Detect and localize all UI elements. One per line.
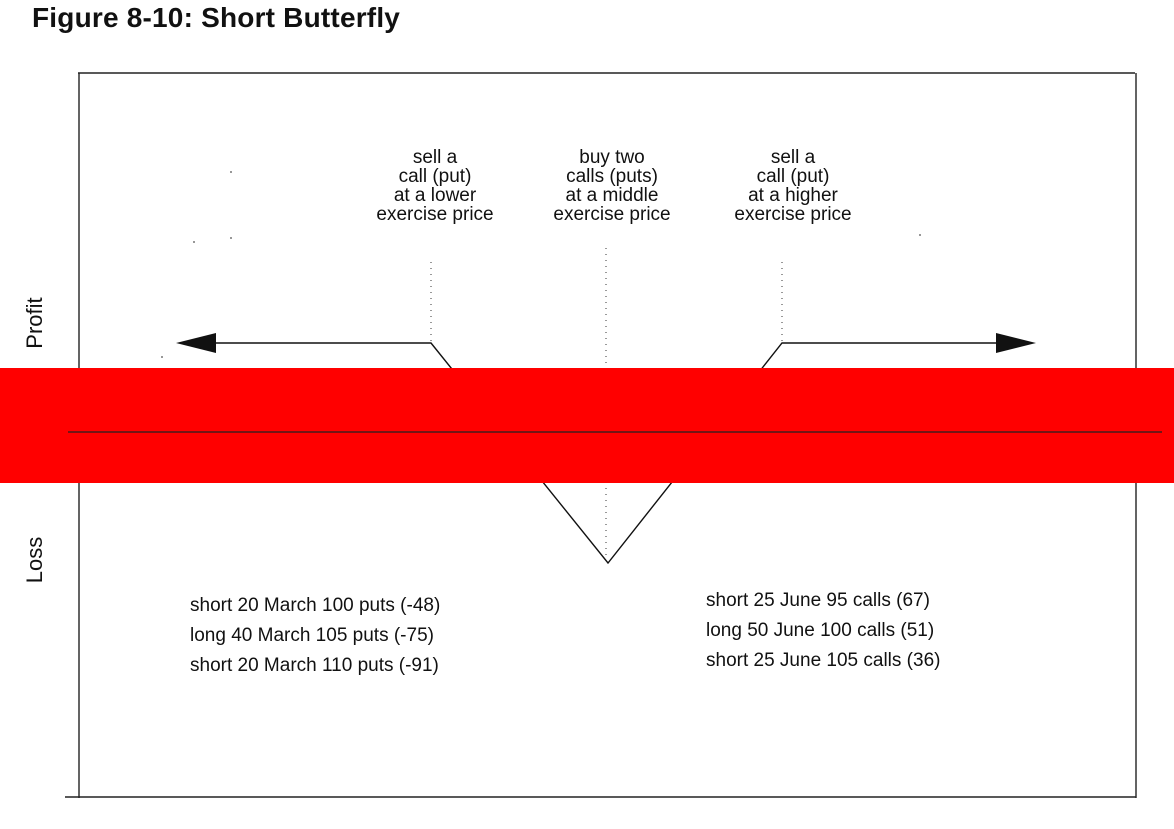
annotation-middle-strike: buy two calls (puts) at a middle exercis… [527, 148, 697, 224]
calls-leg-item: short 25 June 105 calls (36) [706, 650, 941, 671]
speck [193, 241, 195, 243]
annotation-line: exercise price [734, 204, 852, 225]
calls-leg-item: long 50 June 100 calls (51) [706, 620, 935, 641]
annotation-lower-strike: sell a call (put) at a lower exercise pr… [365, 148, 505, 224]
calls-leg-item: short 25 June 95 calls (67) [706, 590, 930, 611]
loss-axis-label: Loss [22, 536, 47, 584]
speck [230, 237, 232, 239]
annotation-line: call (put) [398, 166, 472, 187]
annotation-line: at a higher [748, 185, 838, 206]
figure-title: Figure 8-10: Short Butterfly [32, 2, 401, 33]
annotation-line: buy two [579, 147, 645, 168]
annotation-line: sell a [770, 147, 816, 168]
annotation-line: at a lower [393, 185, 477, 206]
speck [919, 234, 921, 236]
left-arrowhead [176, 333, 216, 353]
highlight-band [0, 368, 1174, 483]
annotation-line: sell a [412, 147, 458, 168]
speck [161, 356, 163, 358]
puts-leg-item: short 20 March 100 puts (-48) [190, 595, 441, 616]
annotation-line: exercise price [553, 204, 671, 225]
annotation-higher-strike: sell a call (put) at a higher exercise p… [713, 148, 873, 224]
calls-legs-list: short 25 June 95 calls (67) long 50 June… [706, 586, 940, 676]
annotation-line: calls (puts) [566, 166, 658, 187]
annotation-line: at a middle [565, 185, 659, 206]
puts-leg-item: short 20 March 110 puts (-91) [190, 655, 439, 676]
puts-leg-item: long 40 March 105 puts (-75) [190, 625, 434, 646]
puts-legs-list: short 20 March 100 puts (-48) long 40 Ma… [190, 591, 440, 681]
annotation-line: exercise price [376, 204, 494, 225]
payoff-line [206, 342, 1005, 565]
right-arrowhead [996, 333, 1036, 353]
speck [230, 171, 232, 173]
profit-axis-label: Profit [22, 297, 47, 349]
annotation-line: call (put) [756, 166, 830, 187]
